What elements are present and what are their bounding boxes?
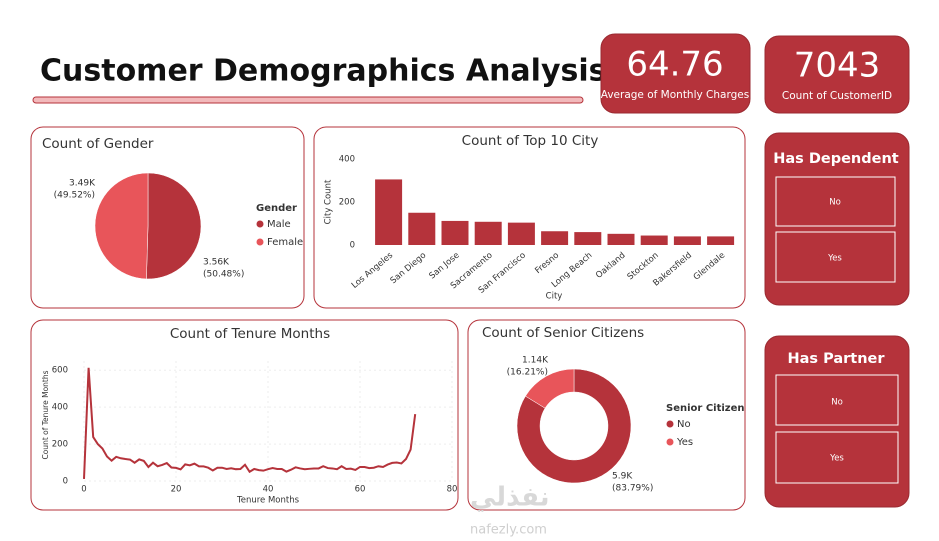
data-label: (83.79%) bbox=[612, 484, 653, 494]
y-tick-label: 400 bbox=[52, 403, 68, 413]
line bbox=[83, 367, 417, 480]
legend-swatch bbox=[666, 420, 674, 428]
x-tick-label: 80 bbox=[447, 485, 458, 495]
x-axis-label: Tenure Months bbox=[236, 496, 300, 506]
data-label: 1.14K bbox=[522, 356, 549, 366]
slicer-item[interactable] bbox=[775, 374, 899, 426]
kpi-card bbox=[764, 35, 910, 114]
data-label: 3.56K bbox=[203, 258, 230, 268]
data-label: (49.52%) bbox=[54, 191, 95, 201]
x-tick-label: 40 bbox=[263, 485, 274, 495]
chart-title: Count of Tenure Months bbox=[170, 326, 330, 342]
slice bbox=[516, 368, 632, 484]
title-underline bbox=[32, 96, 584, 104]
slicer-item[interactable] bbox=[775, 176, 896, 227]
bar bbox=[375, 179, 403, 245]
slicer-item-label[interactable]: Yes bbox=[827, 254, 842, 264]
chart-title: Count of Gender bbox=[42, 136, 154, 152]
x-tick-label: 60 bbox=[355, 485, 366, 495]
legend-label: Yes bbox=[676, 437, 693, 448]
y-tick-label: 0 bbox=[350, 241, 355, 251]
data-label: 5.9K bbox=[612, 472, 633, 482]
y-tick-label: 200 bbox=[339, 198, 355, 208]
bar bbox=[408, 212, 436, 245]
slicer-panel bbox=[764, 132, 910, 306]
slicer-item[interactable] bbox=[775, 431, 899, 484]
bar bbox=[640, 235, 668, 245]
x-axis-label: City bbox=[546, 292, 563, 302]
panel bbox=[313, 126, 746, 309]
y-tick-label: 200 bbox=[52, 440, 68, 450]
bar bbox=[574, 232, 602, 245]
bar bbox=[474, 221, 502, 245]
bar bbox=[707, 236, 735, 245]
x-tick-label: 0 bbox=[81, 485, 86, 495]
legend-title: Gender bbox=[256, 203, 297, 214]
slice bbox=[94, 172, 149, 280]
bar bbox=[541, 231, 569, 245]
slice bbox=[525, 368, 575, 409]
kpi-label: Average of Monthly Charges bbox=[601, 89, 749, 101]
bar bbox=[441, 220, 469, 245]
slicer-panel bbox=[764, 335, 910, 508]
y-tick-label: 0 bbox=[63, 477, 68, 487]
legend-label: No bbox=[677, 419, 691, 430]
y-axis-label: Count of Tenure Months bbox=[41, 370, 50, 459]
data-label: (50.48%) bbox=[203, 270, 244, 280]
watermark-logo: نفذلي bbox=[470, 483, 550, 513]
bar bbox=[673, 236, 701, 245]
legend-swatch bbox=[256, 220, 264, 228]
legend-label: Male bbox=[267, 219, 291, 230]
chart-title: Count of Top 10 City bbox=[462, 133, 599, 149]
y-tick-label: 400 bbox=[339, 155, 355, 165]
watermark-url: nafezly.com bbox=[470, 523, 547, 538]
slicer-title: Has Partner bbox=[787, 351, 885, 367]
chart-title: Count of Senior Citizens bbox=[482, 325, 644, 341]
slicer-item-label[interactable]: No bbox=[831, 398, 843, 408]
slicer-item[interactable] bbox=[775, 231, 896, 283]
slicer-item-label[interactable]: No bbox=[829, 198, 841, 208]
kpi-card bbox=[600, 33, 751, 114]
legend-title: Senior Citizen bbox=[666, 403, 745, 414]
kpi-label: Count of CustomerID bbox=[782, 90, 892, 102]
y-tick-label: 600 bbox=[52, 366, 68, 376]
data-label: (16.21%) bbox=[507, 368, 548, 378]
bar bbox=[507, 222, 535, 245]
legend-swatch bbox=[256, 238, 264, 246]
kpi-value: 7043 bbox=[794, 46, 881, 86]
slicer-title: Has Dependent bbox=[773, 151, 899, 167]
x-tick-label: 20 bbox=[171, 485, 182, 495]
kpi-value: 64.76 bbox=[626, 45, 723, 85]
slice bbox=[146, 172, 202, 280]
bar bbox=[607, 233, 635, 245]
legend-swatch bbox=[666, 438, 674, 446]
page-title: Customer Demographics Analysis bbox=[40, 54, 607, 89]
slicer-item-label[interactable]: Yes bbox=[829, 454, 844, 464]
y-axis-label: City Count bbox=[324, 179, 334, 224]
panel bbox=[30, 319, 459, 511]
data-label: 3.49K bbox=[69, 179, 96, 189]
legend-label: Female bbox=[267, 237, 303, 248]
